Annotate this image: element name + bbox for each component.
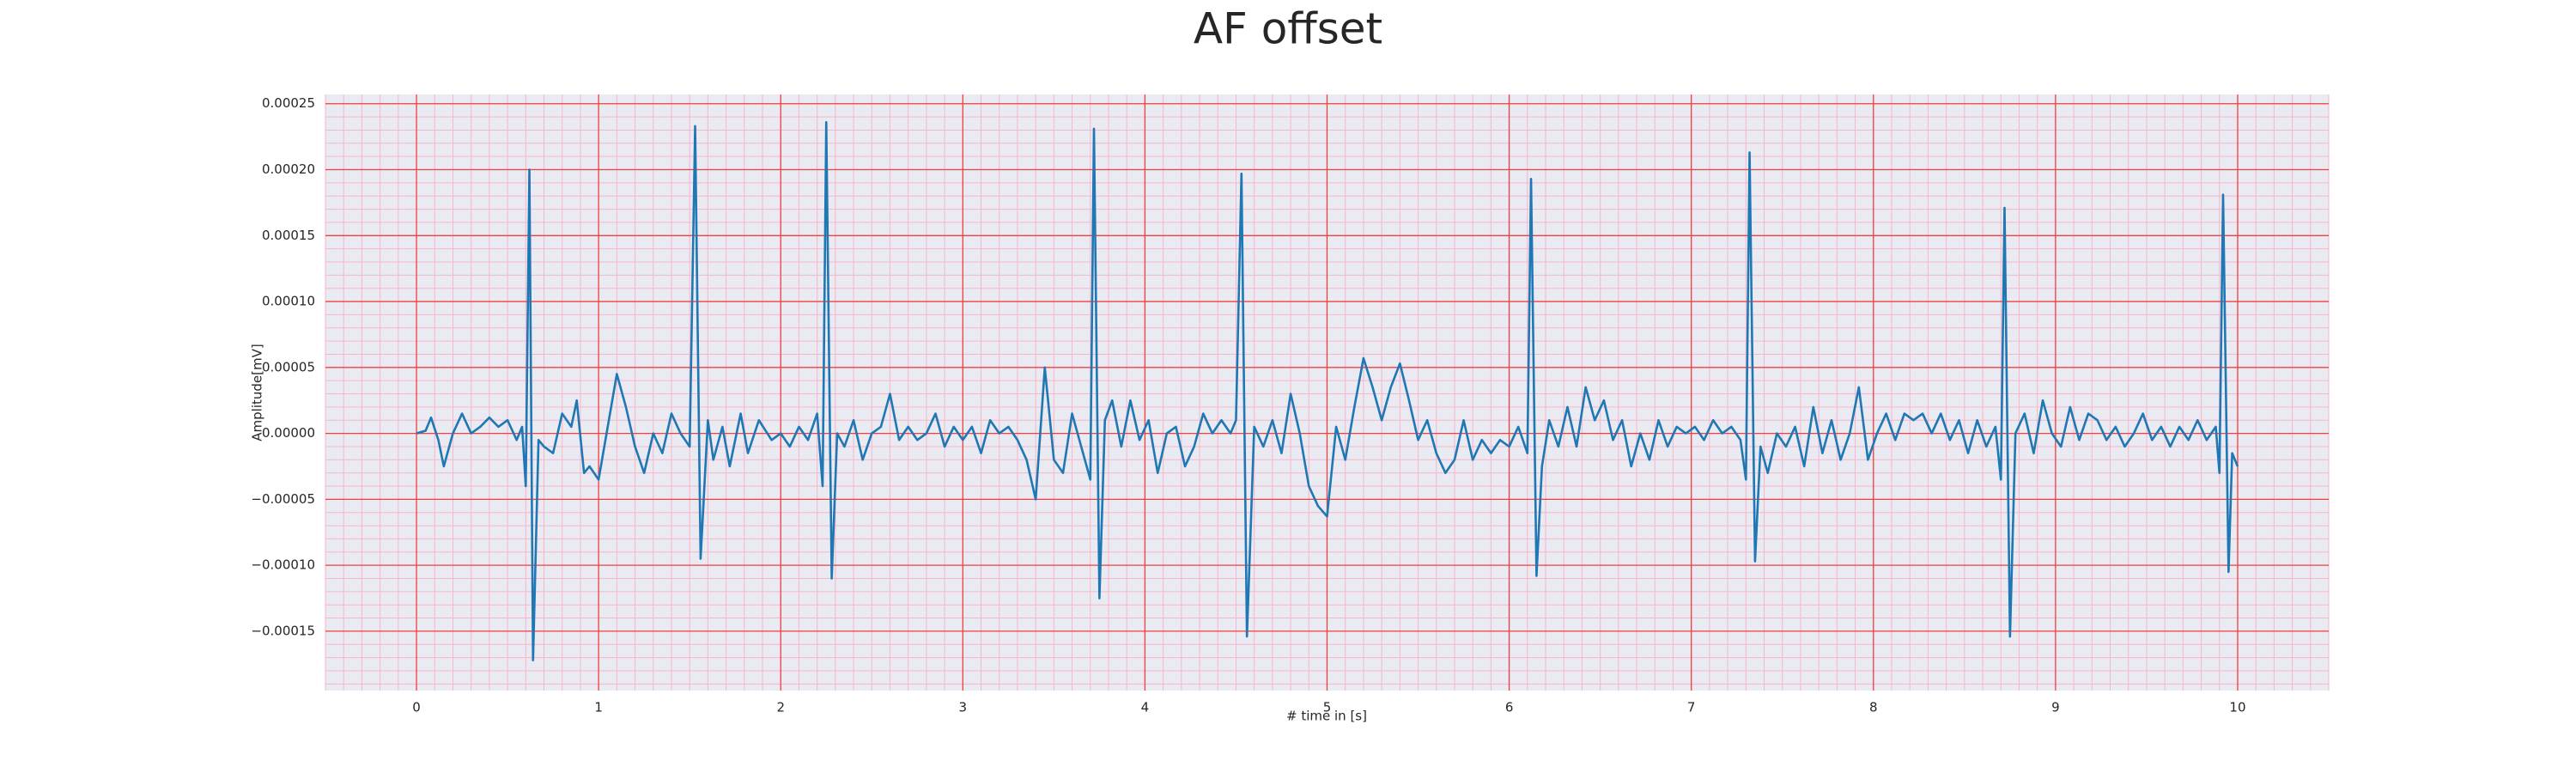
x-tick-label: 10 — [2229, 700, 2245, 715]
signal-line — [416, 120, 2239, 661]
y-tick-label: 0.00010 — [262, 294, 315, 309]
y-tick-label: 0.00000 — [262, 425, 315, 441]
x-tick-label: 2 — [776, 700, 785, 715]
x-tick-label: 0 — [412, 700, 421, 715]
x-tick-label: 1 — [594, 700, 603, 715]
y-tick-label: 0.00015 — [262, 228, 315, 243]
chart-title: AF offset — [1194, 4, 1382, 54]
x-tick-label: 3 — [959, 700, 968, 715]
major-grid — [325, 94, 2329, 691]
x-tick-label: 7 — [1687, 700, 1696, 715]
x-axis-label: # time in [s] — [1286, 709, 1367, 724]
y-tick-label: −0.00015 — [251, 623, 315, 638]
x-tick-label: 6 — [1505, 700, 1514, 715]
y-tick-label: −0.00010 — [251, 557, 315, 573]
y-tick-label: 0.00025 — [262, 95, 315, 111]
x-tick-label: 9 — [2051, 700, 2060, 715]
y-tick-label: 0.00005 — [262, 359, 315, 374]
x-tick-label: 4 — [1141, 700, 1150, 715]
data-layer — [416, 120, 2239, 661]
y-tick-label: 0.00020 — [262, 161, 315, 177]
x-tick-label: 5 — [1323, 700, 1332, 715]
y-tick-label: −0.00005 — [251, 491, 315, 507]
y-axis-label: Amplitude[mV] — [250, 344, 265, 441]
x-tick-label: 8 — [1869, 700, 1878, 715]
